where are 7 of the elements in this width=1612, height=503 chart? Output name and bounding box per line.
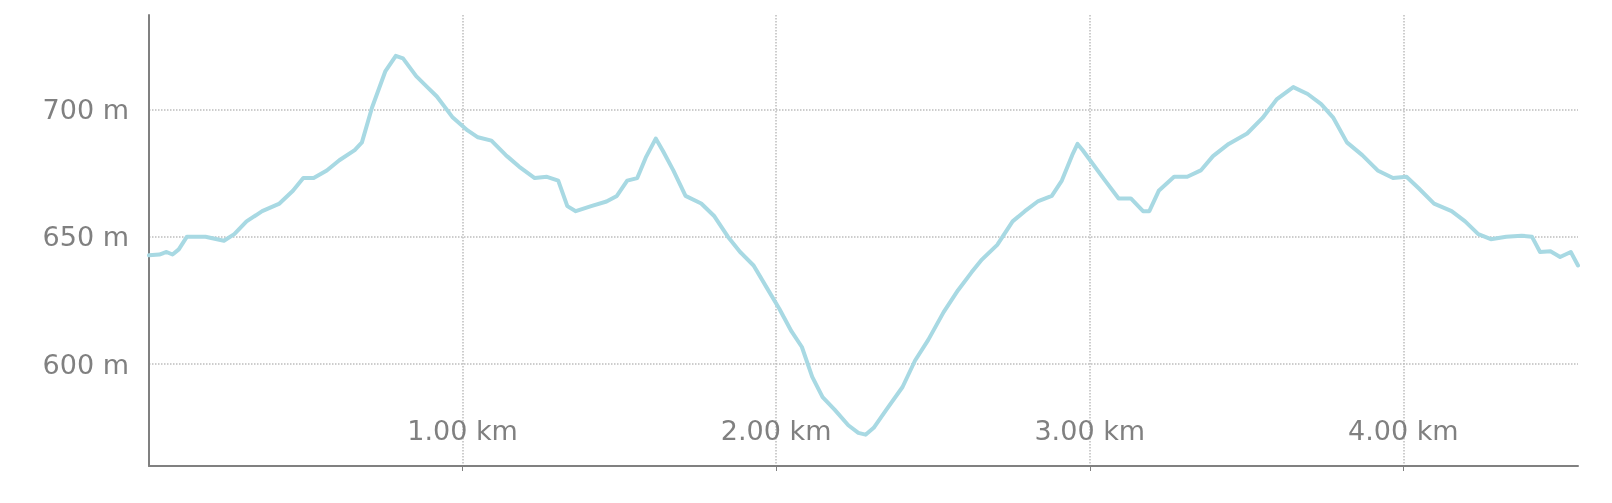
- x-tick-label: 1.00 km: [407, 415, 518, 446]
- x-tick-label: 4.00 km: [1348, 415, 1459, 446]
- x-tick-label: 3.00 km: [1034, 415, 1146, 446]
- x-tick-label: 2.00 km: [720, 415, 832, 446]
- y-tick-label: 700 m: [42, 93, 129, 125]
- y-tick-label: 600 m: [42, 348, 129, 380]
- y-tick-label: 650 m: [42, 221, 129, 253]
